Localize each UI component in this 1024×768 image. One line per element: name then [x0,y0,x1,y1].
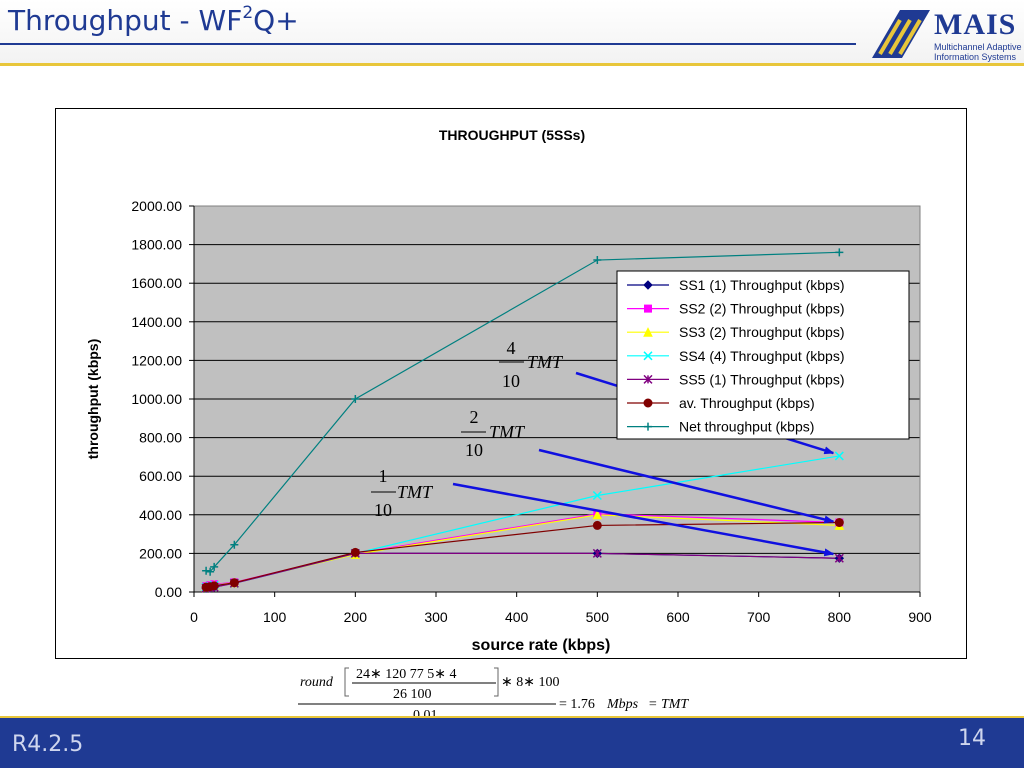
series-6-point [834,518,844,528]
logo-mark-icon [872,10,930,58]
chart-title: THROUGHPUT (5SSs) [439,127,585,143]
y-tick-label: 800.00 [139,430,182,446]
legend-swatch-marker [643,398,653,408]
y-tick-label: 1200.00 [131,352,182,368]
x-tick-label: 900 [908,609,932,625]
series-7-point [835,248,844,257]
formula-tail: = TMT [648,697,689,712]
series-6-point [229,578,239,588]
series-4-point [592,490,602,501]
series-7-point [210,562,219,571]
series-5-point [834,553,844,563]
series-6-point [592,520,602,530]
y-axis-label: throughput (kbps) [85,339,101,460]
header-rule [0,43,856,45]
series-7-point [593,256,602,265]
series-6-point [209,581,219,591]
formula-denominator: 26 100 [393,687,432,702]
legend-entry: SS2 (2) Throughput (kbps) [679,301,845,317]
formula-unit: Mbps [606,697,639,712]
logo-tagline-1: Multichannel Adaptive [934,42,1022,52]
annotation-numerator: 4 [507,338,516,358]
logo-tagline-2: Information Systems [934,52,1017,62]
annotation-arrow [538,448,835,524]
y-tick-label: 2000.00 [131,198,182,214]
logo-word: MAIS [934,8,1017,41]
annotation-4-10-tmt: 4 10 TMT [499,338,564,391]
x-tick-label: 400 [505,609,529,625]
x-tick-label: 300 [424,609,448,625]
annotation-arrow [452,482,835,557]
annotation-denominator: 10 [465,440,483,460]
x-tick-label: 500 [586,609,610,625]
y-tick-label: 1600.00 [131,275,182,291]
formula-svg: round 24∗ 120 77 5∗ 4 26 100 ∗ 8∗ 100 0.… [298,667,689,723]
y-tick-label: 200.00 [139,545,182,561]
x-tick-label: 700 [747,609,771,625]
throughput-chart: 0.00 200.00 400.00 600.00 800.00 1000.00 1200.… [85,127,932,654]
slide-footer: R4.2.5 14 [0,716,1024,768]
footer-label: R4.2.5 [12,732,84,757]
tmt-formula: round 24∗ 120 77 5∗ 4 26 100 ∗ 8∗ 100 0.… [0,660,1024,723]
series-7-point [230,540,239,549]
legend-entry: SS3 (2) Throughput (kbps) [679,324,845,340]
x-tick-label: 0 [190,609,198,625]
series-6-point [350,547,360,557]
mais-logo: MAIS Multichannel Adaptive Information S… [870,8,1022,62]
annotation-label: TMT [489,422,526,442]
y-tick-label: 1400.00 [131,314,182,330]
series-7-point [202,566,211,575]
legend-swatch-marker [643,351,653,361]
legend-entry: SS5 (1) Throughput (kbps) [679,371,845,387]
annotation-numerator: 2 [470,407,479,427]
header-accent-rule [0,63,1024,66]
slide-title-main: Throughput - WF [8,4,243,37]
slide-title: Throughput - WF2Q+ [8,2,299,37]
annotation-label: TMT [397,482,434,502]
y-tick-label: 0.00 [155,584,182,600]
slide-title-end: Q+ [253,4,299,37]
annotation-denominator: 10 [502,371,520,391]
annotation-1-10-tmt: 1 10 TMT [371,466,434,520]
annotation-numerator: 1 [379,466,388,486]
legend-entry: SS4 (4) Throughput (kbps) [679,348,845,364]
series-7-point [351,395,360,403]
legend-box [616,270,910,440]
x-tick-label: 800 [828,609,852,625]
legend-swatch-marker [643,280,653,290]
x-tick-label: 200 [344,609,368,625]
chart-frame: 0.00 200.00 400.00 600.00 800.00 1000.00 1200.… [55,108,967,659]
slide-header: Throughput - WF2Q+ MAIS Multichannel Ada… [0,0,1024,66]
formula-result: = 1.76 [559,697,595,712]
y-tick-label: 1000.00 [131,391,182,407]
annotation-denominator: 10 [374,500,392,520]
slide-title-superscript: 2 [242,2,254,23]
legend-swatch-marker [644,422,652,431]
legend-entry: Net throughput (kbps) [679,419,814,435]
annotation-2-10-tmt: 2 10 TMT [461,407,526,460]
x-axis-label: source rate (kbps) [472,637,611,654]
x-tick-label: 600 [666,609,690,625]
legend-swatch-marker [644,304,652,313]
formula-numerator: 24∗ 120 77 5∗ 4 [356,667,456,682]
x-tick-label: 100 [263,609,287,625]
series-3-point [592,509,603,520]
legend-entry: av. Throughput (kbps) [679,395,815,411]
series-4-point [834,451,844,461]
series-7-point [206,567,215,576]
annotation-label: TMT [527,352,564,372]
y-tick-label: 600.00 [139,468,182,484]
legend-entry: SS1 (1) Throughput (kbps) [679,277,845,293]
series-5-point [592,548,602,558]
formula-round: round [300,675,334,690]
formula-factor: ∗ 8∗ 100 [501,675,559,690]
y-tick-label: 1800.00 [131,237,182,253]
y-tick-label: 400.00 [139,507,182,523]
legend-swatch-marker [643,327,653,337]
page-number: 14 [958,726,986,751]
legend-swatch-marker [643,374,653,384]
